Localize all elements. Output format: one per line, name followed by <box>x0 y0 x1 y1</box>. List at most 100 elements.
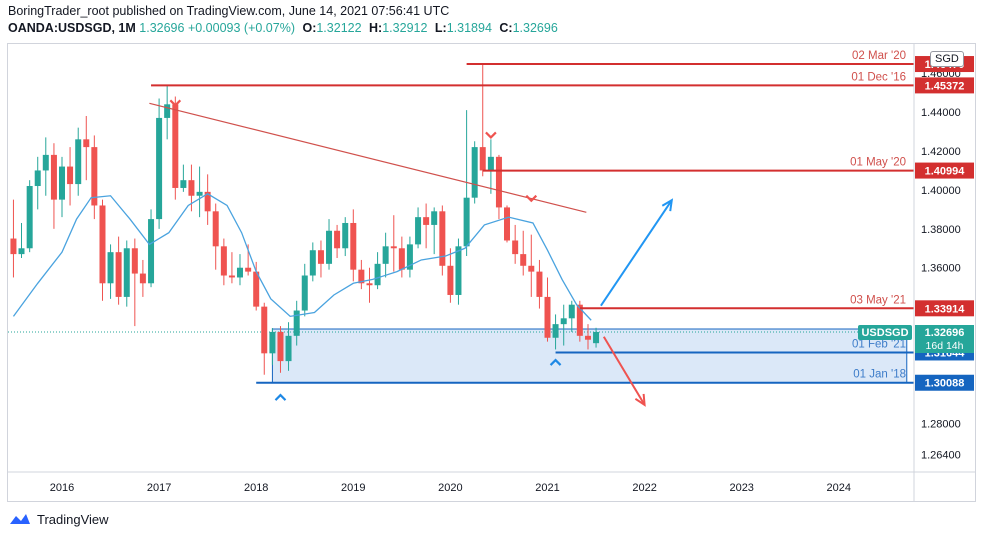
candle-body[interactable] <box>479 147 486 171</box>
candle-body[interactable] <box>568 304 575 319</box>
level-date-label: 03 May '21 <box>850 294 906 306</box>
candle-body[interactable] <box>576 304 583 336</box>
bullish-arrow[interactable] <box>600 199 673 307</box>
candle-body[interactable] <box>536 271 543 297</box>
x-tick-label: 2020 <box>438 482 462 494</box>
candle-body[interactable] <box>245 267 252 272</box>
candle-body[interactable] <box>423 217 430 225</box>
candle-body[interactable] <box>504 207 511 241</box>
candle-body[interactable] <box>123 248 130 297</box>
candle-body[interactable] <box>34 170 41 187</box>
candle-body[interactable] <box>59 166 65 200</box>
candle-body[interactable] <box>75 139 82 185</box>
level-date-label: 01 Jan '18 <box>853 369 906 381</box>
candle-body[interactable] <box>560 318 567 325</box>
candle-body[interactable] <box>350 222 357 270</box>
candle-body[interactable] <box>228 275 235 278</box>
candle-body[interactable] <box>552 324 559 338</box>
candle-body[interactable] <box>301 275 308 311</box>
candle-body[interactable] <box>236 267 243 278</box>
candle-body[interactable] <box>317 250 324 264</box>
current-price-text: 1.32696 <box>925 327 965 339</box>
candle-body[interactable] <box>196 191 203 196</box>
candle-body[interactable] <box>253 271 260 307</box>
candle-body[interactable] <box>495 156 502 208</box>
candle-body[interactable] <box>593 332 600 344</box>
candle-body[interactable] <box>342 222 349 249</box>
candle-body[interactable] <box>447 265 454 295</box>
candle-body[interactable] <box>67 166 74 185</box>
candle-body[interactable] <box>131 248 138 274</box>
candle-body[interactable] <box>439 211 446 266</box>
candle-body[interactable] <box>374 263 381 286</box>
chevron-down-icon <box>485 131 497 139</box>
candle-body[interactable] <box>334 230 341 249</box>
candle-body[interactable] <box>309 250 316 276</box>
candle-body[interactable] <box>212 211 219 247</box>
candle-body[interactable] <box>204 191 211 212</box>
candle-body[interactable] <box>382 246 389 264</box>
candle-body[interactable] <box>285 335 292 362</box>
candle-body[interactable] <box>358 269 365 284</box>
moving-average-line <box>12 193 592 321</box>
candle-body[interactable] <box>520 254 527 266</box>
candle-body[interactable] <box>10 238 17 255</box>
candle-body[interactable] <box>269 331 276 354</box>
open-label: O: <box>302 21 317 35</box>
current-price-tag <box>915 325 974 354</box>
candle-body[interactable] <box>366 283 373 286</box>
candle-body[interactable] <box>487 156 494 171</box>
candle-body[interactable] <box>180 180 187 188</box>
bearish-arrow[interactable] <box>602 336 646 406</box>
symbol-name[interactable]: OANDA:USDSGD, 1M <box>8 21 136 35</box>
candle-body[interactable] <box>156 117 163 220</box>
candle-body[interactable] <box>415 217 422 245</box>
candle-body[interactable] <box>172 104 179 188</box>
level-price-tag-text: 1.40994 <box>925 166 966 178</box>
symbol-tag-text: USDSGD <box>861 327 908 339</box>
candle-body[interactable] <box>83 139 90 148</box>
candle-body[interactable] <box>584 335 591 340</box>
x-tick-label: 2023 <box>729 482 753 494</box>
candle-body[interactable] <box>471 147 478 198</box>
bullish-arrowhead-icon <box>661 198 674 212</box>
candle-body[interactable] <box>326 230 333 264</box>
candle-body[interactable] <box>50 154 57 200</box>
trend-line[interactable] <box>149 102 587 213</box>
candle-body[interactable] <box>107 252 114 284</box>
symbol-legend: OANDA:USDSGD, 1M 1.32696 +0.00093 (+0.07… <box>8 21 558 35</box>
close-value: 1.32696 <box>512 21 558 35</box>
candle-body[interactable] <box>18 248 25 255</box>
candle-body[interactable] <box>512 240 519 255</box>
symbol-tag <box>858 325 912 341</box>
candle-body[interactable] <box>390 246 397 249</box>
bar-countdown-text: 16d 14h <box>926 340 964 352</box>
candle-body[interactable] <box>220 246 227 276</box>
candle-body[interactable] <box>544 296 551 338</box>
candle-body[interactable] <box>42 154 49 171</box>
candle-body[interactable] <box>91 147 98 206</box>
candle-body[interactable] <box>26 186 33 249</box>
candle-body[interactable] <box>115 252 122 297</box>
candle-body[interactable] <box>293 310 300 336</box>
candle-body[interactable] <box>261 306 268 354</box>
x-tick-label: 2022 <box>632 482 656 494</box>
currency-badge[interactable]: SGD <box>930 51 964 67</box>
price-change: +0.00093 (+0.07%) <box>187 21 295 35</box>
candle-body[interactable] <box>277 331 284 362</box>
candle-body[interactable] <box>164 104 171 118</box>
high-label: H: <box>369 21 383 35</box>
candle-body[interactable] <box>139 273 146 284</box>
candle-body[interactable] <box>188 180 195 196</box>
level-price-tag-text: 1.30088 <box>925 378 965 390</box>
candle-body[interactable] <box>431 211 438 225</box>
candle-body[interactable] <box>406 244 413 270</box>
level-date-label: 01 Dec '16 <box>851 71 906 83</box>
candle-body[interactable] <box>463 197 470 247</box>
candle-body[interactable] <box>148 219 155 284</box>
candle-body[interactable] <box>99 205 106 284</box>
candle-body[interactable] <box>398 248 405 270</box>
candle-body[interactable] <box>455 246 462 295</box>
candle-body[interactable] <box>528 265 535 272</box>
